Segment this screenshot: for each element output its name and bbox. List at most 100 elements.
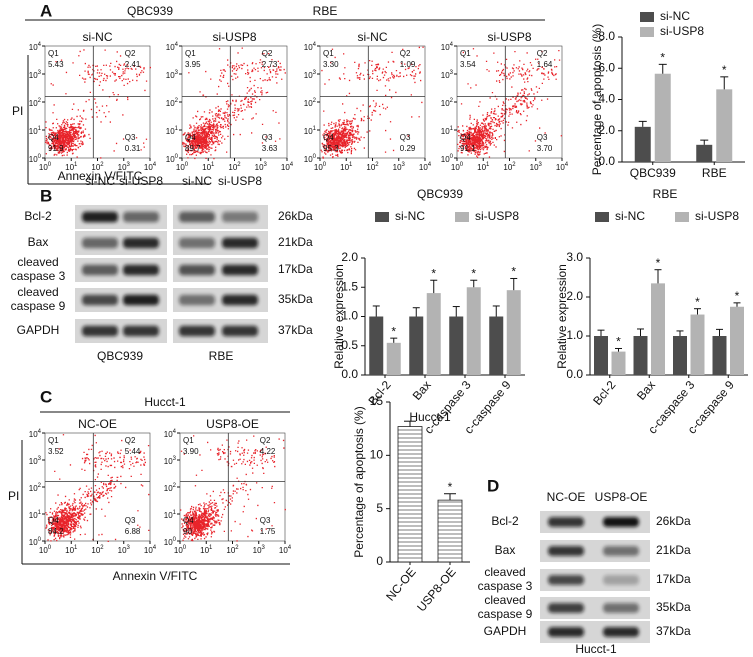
chart-title: QBC939: [417, 187, 463, 201]
legend-label: si-NC: [660, 9, 690, 23]
row-label-line: cleaved: [17, 255, 58, 269]
bar: [696, 144, 713, 162]
tick-label: 100: [39, 545, 52, 556]
blot-band: [82, 294, 118, 306]
y-tick-label: 0.0: [566, 367, 583, 381]
tick-base: 10: [29, 43, 38, 52]
tick-exponent: 2: [235, 545, 239, 551]
band-size: 26kDa: [278, 209, 313, 223]
row-label-line: cleaved: [484, 593, 525, 607]
blot-band: [548, 603, 584, 613]
row-label: Bcl-2: [491, 514, 519, 528]
band-size: 26kDa: [656, 514, 691, 528]
tick-base: 10: [255, 163, 264, 172]
legend-swatch: [375, 212, 389, 222]
tick-exponent: 2: [175, 98, 179, 104]
blot-band: [123, 264, 159, 276]
quadrant-name: Q3: [400, 133, 411, 142]
y-tick-label: 0.0: [341, 367, 358, 381]
quadrant-value: 2.73: [262, 60, 278, 69]
blot-band: [123, 294, 159, 306]
tick-label: 104: [281, 162, 294, 173]
tick-base: 10: [164, 484, 173, 493]
quadrant-name: Q3: [537, 133, 548, 142]
tick-label: 101: [340, 162, 353, 173]
quadrant-name: Q2: [125, 436, 136, 445]
significance: *: [471, 266, 476, 280]
blot-group-label: RBE: [209, 349, 234, 363]
quadrant-name: Q4: [183, 516, 194, 525]
tick-label: 102: [228, 162, 241, 173]
cell-dots: [45, 434, 150, 542]
tick-base: 10: [29, 99, 38, 108]
significance: *: [616, 335, 621, 349]
tick-label: 101: [164, 510, 177, 521]
tick-label: 100: [441, 154, 454, 165]
blot-band: [222, 325, 258, 337]
significance: *: [448, 480, 453, 494]
tick-base: 10: [441, 43, 450, 52]
tick-base: 10: [118, 163, 127, 172]
quadrant-value: 3.30: [323, 60, 339, 69]
blot-band: [222, 294, 258, 306]
tick-exponent: 4: [153, 162, 157, 168]
tick-exponent: 0: [185, 162, 189, 168]
quadrant-name: Q1: [183, 436, 194, 445]
quadrant-value: 6.88: [125, 527, 141, 536]
tick-base: 10: [39, 163, 48, 172]
quadrant-name: Q3: [125, 516, 136, 525]
tick-base: 10: [144, 546, 153, 555]
row-label-line: GAPDH: [17, 323, 60, 337]
tick-exponent: 1: [349, 162, 353, 168]
tick-exponent: 0: [175, 154, 179, 160]
tick-base: 10: [164, 430, 173, 439]
plot-title: si-NC: [358, 30, 388, 44]
blot-band: [179, 211, 215, 223]
quadrant-name: Q2: [537, 49, 548, 58]
quadrant-value: 2.41: [125, 60, 141, 69]
tick-exponent: 2: [100, 162, 104, 168]
tick-exponent: 2: [237, 162, 241, 168]
lane-label: si-NC: [182, 174, 212, 188]
significance: *: [660, 51, 665, 65]
band-size: 21kDa: [656, 543, 691, 557]
blot-strip: [540, 569, 650, 591]
bar: [386, 342, 401, 375]
x-tick-label: RBE: [702, 166, 727, 180]
blot-band: [123, 325, 159, 337]
tick-label: 100: [166, 154, 179, 165]
bar: [369, 316, 384, 375]
tick-label: 103: [441, 70, 454, 81]
blot-band: [603, 627, 639, 637]
tick-label: 101: [304, 126, 317, 137]
tick-base: 10: [164, 457, 173, 466]
tick-label: 101: [166, 126, 179, 137]
blot-band: [82, 264, 118, 276]
blot-band: [548, 546, 584, 556]
tick-base: 10: [29, 71, 38, 80]
tick-label: 103: [164, 456, 177, 467]
row-label-line: Bax: [495, 543, 516, 557]
quadrant-value: 4.22: [260, 447, 276, 456]
tick-exponent: 4: [38, 42, 42, 48]
tick-base: 10: [202, 163, 211, 172]
tick-exponent: 4: [313, 42, 317, 48]
tick-base: 10: [65, 546, 74, 555]
tick-label: 102: [503, 162, 516, 173]
y-axis-label: Percentage of apoptosis (%): [352, 406, 366, 557]
quadrant-value: 95.3: [323, 144, 339, 153]
tick-exponent: 0: [450, 154, 454, 160]
y-tick-label: 15: [370, 394, 384, 408]
tick-exponent: 0: [313, 154, 317, 160]
tick-exponent: 2: [38, 483, 42, 489]
y-tick-label: 2.0: [566, 289, 583, 303]
y-tick-label: 2.0: [341, 250, 358, 264]
quadrant-name: Q2: [400, 49, 411, 58]
tick-exponent: 4: [450, 42, 454, 48]
lane-label: USP8-OE: [595, 490, 648, 504]
quadrant-name: Q1: [48, 49, 59, 58]
blot-band: [179, 264, 215, 276]
tick-exponent: 3: [313, 70, 317, 76]
tick-label: 102: [91, 162, 104, 173]
tick-base: 10: [304, 99, 313, 108]
